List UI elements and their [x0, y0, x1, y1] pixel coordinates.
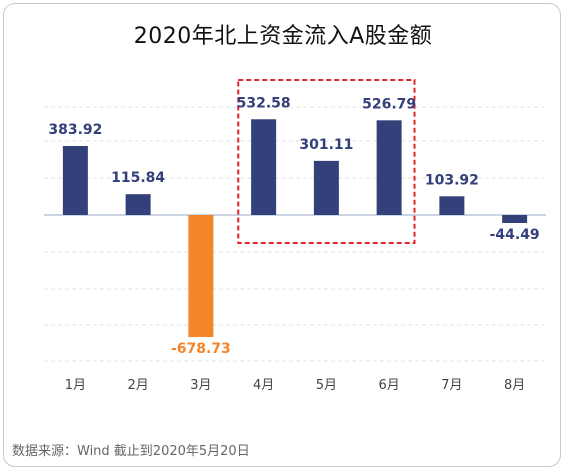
- data-label: 301.11: [299, 137, 353, 153]
- data-label: -44.49: [490, 227, 540, 243]
- bar-3月: [188, 215, 214, 337]
- chart-title: 2020年北上资金流入A股金额: [133, 24, 433, 49]
- bar-5月: [313, 160, 339, 215]
- bar-2月: [125, 194, 151, 215]
- x-tick-label: 3月: [190, 378, 211, 393]
- x-tick-label: 6月: [378, 378, 399, 393]
- data-label: -678.73: [171, 341, 231, 357]
- data-label: 532.58: [237, 95, 291, 111]
- data-label: 526.79: [362, 96, 416, 112]
- x-tick-label: 2月: [127, 378, 148, 393]
- x-tick-label: 8月: [504, 378, 525, 393]
- data-label: 103.92: [425, 172, 479, 188]
- data-label: 383.92: [48, 122, 102, 138]
- bar-7月: [439, 196, 465, 215]
- x-tick-label: 1月: [65, 378, 86, 393]
- bar-8月: [502, 215, 528, 223]
- bar-1月: [62, 145, 88, 215]
- source-note: 数据来源：Wind 截止到2020年5月20日: [12, 444, 250, 459]
- bar-4月: [251, 119, 277, 215]
- highlight-box: [237, 79, 416, 244]
- bar-6月: [376, 120, 402, 215]
- x-tick-label: 5月: [316, 378, 337, 393]
- x-tick-label: 7月: [441, 378, 462, 393]
- data-label: 115.84: [111, 170, 165, 186]
- x-tick-label: 4月: [253, 378, 274, 393]
